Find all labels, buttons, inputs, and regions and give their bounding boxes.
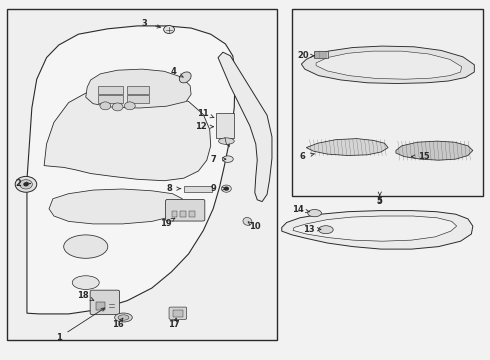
- Bar: [98, 86, 122, 94]
- Bar: [98, 95, 122, 103]
- Text: 15: 15: [418, 152, 430, 161]
- Ellipse shape: [222, 156, 233, 162]
- Polygon shape: [86, 69, 191, 108]
- Polygon shape: [293, 216, 457, 241]
- Bar: [292, 9, 483, 196]
- Polygon shape: [218, 52, 272, 202]
- Ellipse shape: [118, 315, 129, 320]
- Polygon shape: [44, 87, 211, 181]
- Bar: [216, 113, 234, 138]
- Text: 7: 7: [210, 154, 216, 163]
- Ellipse shape: [64, 235, 108, 258]
- Circle shape: [164, 26, 174, 33]
- Circle shape: [20, 180, 32, 189]
- Text: 11: 11: [197, 109, 209, 118]
- Bar: [127, 86, 149, 94]
- Text: 13: 13: [303, 225, 315, 234]
- Text: 2: 2: [16, 179, 22, 188]
- Circle shape: [112, 103, 123, 111]
- Text: 9: 9: [210, 184, 216, 193]
- Text: 19: 19: [160, 219, 172, 228]
- Text: 1: 1: [56, 333, 62, 342]
- Text: 6: 6: [300, 152, 306, 161]
- Text: 20: 20: [297, 51, 309, 60]
- Polygon shape: [27, 26, 235, 314]
- Ellipse shape: [73, 276, 99, 289]
- Text: 17: 17: [168, 320, 180, 329]
- Circle shape: [124, 102, 135, 110]
- Bar: [7, 9, 277, 340]
- Circle shape: [15, 176, 37, 192]
- Text: 5: 5: [377, 197, 383, 206]
- Bar: [184, 186, 212, 192]
- Circle shape: [100, 102, 111, 110]
- Ellipse shape: [318, 226, 333, 234]
- Bar: [314, 51, 328, 58]
- Polygon shape: [49, 189, 184, 224]
- FancyBboxPatch shape: [90, 290, 120, 315]
- FancyBboxPatch shape: [169, 307, 187, 319]
- Circle shape: [24, 183, 28, 186]
- Bar: [189, 211, 195, 217]
- Ellipse shape: [243, 217, 252, 225]
- Polygon shape: [301, 46, 474, 84]
- Text: 18: 18: [77, 292, 89, 300]
- Bar: [172, 211, 177, 217]
- Text: 10: 10: [249, 222, 261, 231]
- Polygon shape: [396, 141, 473, 160]
- Ellipse shape: [219, 138, 234, 144]
- Text: 8: 8: [166, 184, 172, 193]
- Text: 12: 12: [195, 122, 207, 131]
- Circle shape: [224, 187, 228, 190]
- Polygon shape: [316, 51, 462, 79]
- Bar: [180, 211, 186, 217]
- Ellipse shape: [179, 72, 191, 83]
- Circle shape: [221, 185, 231, 192]
- Text: 14: 14: [292, 205, 304, 214]
- Ellipse shape: [308, 210, 321, 217]
- Polygon shape: [306, 139, 388, 156]
- Text: 3: 3: [142, 19, 147, 28]
- Text: 16: 16: [112, 320, 123, 329]
- FancyBboxPatch shape: [166, 199, 205, 221]
- Polygon shape: [282, 211, 473, 249]
- Bar: [173, 310, 183, 317]
- Text: 4: 4: [171, 68, 177, 77]
- Ellipse shape: [115, 313, 132, 322]
- Bar: [127, 95, 149, 103]
- Bar: [96, 302, 105, 310]
- Text: 5: 5: [377, 197, 383, 205]
